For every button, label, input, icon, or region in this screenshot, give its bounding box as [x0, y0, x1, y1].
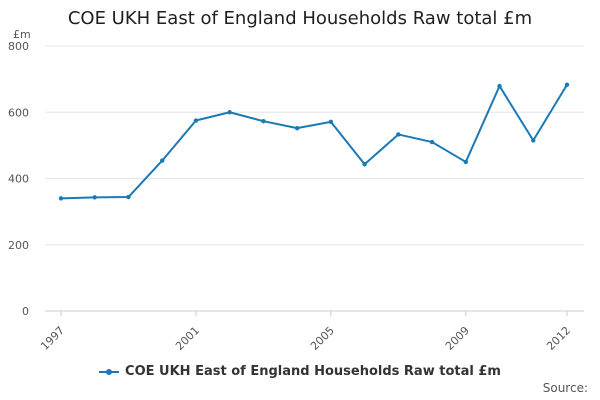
y-tick-label: 600: [8, 106, 29, 119]
y-axis-unit-label: £m: [13, 28, 31, 41]
y-tick-label: 400: [8, 173, 29, 186]
gridlines: [45, 45, 584, 246]
x-tick-label: 2009: [443, 324, 472, 353]
legend[interactable]: COE UKH East of England Households Raw t…: [0, 364, 600, 379]
data-point[interactable]: [58, 196, 64, 201]
series-line[interactable]: [60, 84, 568, 200]
series-layer: [58, 82, 570, 201]
legend-dot-marker: [106, 368, 113, 375]
x-tick-label: 2005: [308, 324, 337, 353]
data-point[interactable]: [429, 139, 435, 145]
data-point[interactable]: [92, 195, 97, 200]
y-tick-label: 800: [8, 40, 29, 53]
data-point[interactable]: [294, 125, 300, 131]
x-tick-label: 2012: [544, 324, 573, 353]
data-point[interactable]: [396, 132, 401, 137]
data-point[interactable]: [160, 158, 165, 163]
y-tick-label: 200: [8, 239, 29, 252]
data-point[interactable]: [362, 162, 367, 167]
data-point[interactable]: [126, 194, 131, 200]
data-point[interactable]: [463, 159, 468, 165]
x-tick-label: 2001: [173, 324, 202, 353]
data-point[interactable]: [531, 138, 536, 143]
data-point[interactable]: [564, 82, 570, 87]
data-point[interactable]: [497, 83, 502, 89]
legend-label: COE UKH East of England Households Raw t…: [125, 364, 501, 379]
x-tick-label: 1997: [38, 324, 67, 353]
data-point[interactable]: [328, 119, 334, 125]
data-point[interactable]: [261, 118, 266, 124]
y-tick-label: 0: [22, 305, 29, 318]
data-point[interactable]: [193, 118, 199, 123]
chart-title: COE UKH East of England Households Raw t…: [67, 8, 533, 29]
source-credit: Source:: [542, 381, 588, 395]
data-point[interactable]: [227, 110, 232, 115]
legend-swatch: [99, 367, 120, 377]
